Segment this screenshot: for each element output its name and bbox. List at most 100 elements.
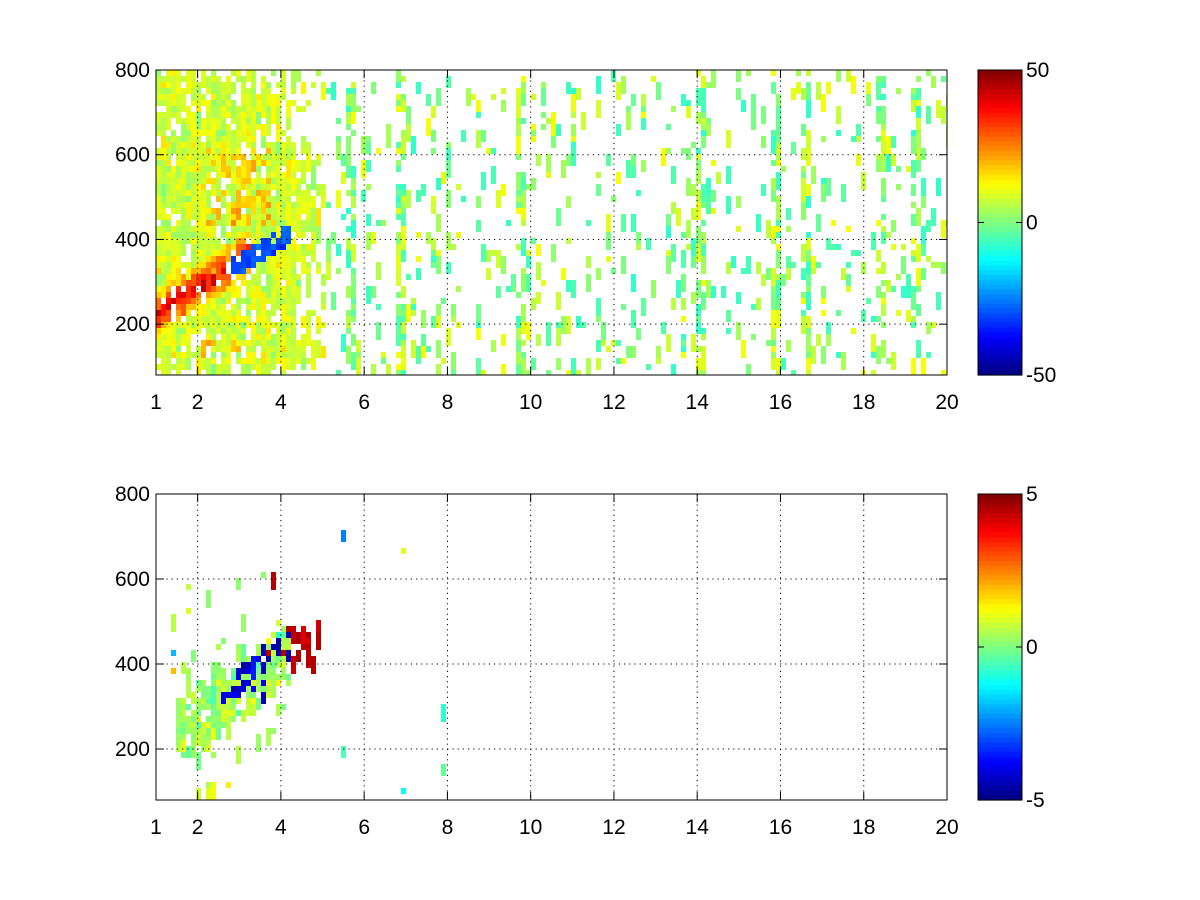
heatmap-cell — [551, 124, 556, 142]
heatmap-cell — [791, 142, 796, 154]
heatmap-cell — [301, 364, 306, 370]
heatmap-cell — [706, 196, 711, 214]
heatmap-cell — [246, 322, 251, 328]
heatmap-cell — [156, 148, 161, 154]
heatmap-cell — [161, 184, 166, 196]
heatmap-cell — [491, 94, 496, 100]
heatmap-cell — [821, 298, 826, 304]
heatmap-cell — [351, 280, 356, 298]
heatmap-cell — [531, 358, 536, 370]
heatmap-cell — [271, 244, 276, 250]
heatmap-cell — [301, 626, 306, 644]
heatmap-cell — [266, 334, 271, 340]
heatmap-cell — [776, 250, 781, 256]
heatmap-cell — [806, 370, 811, 375]
colorbar-segment — [978, 517, 1022, 524]
heatmap-cell — [161, 94, 166, 100]
heatmap-cell — [806, 82, 811, 100]
x-tick-label: 4 — [275, 816, 287, 839]
heatmap-cell — [786, 226, 791, 232]
colorbar-segment — [978, 351, 1022, 357]
heatmap-cell — [836, 352, 841, 358]
heatmap-cell — [206, 256, 211, 262]
heatmap-cell — [801, 274, 806, 280]
heatmap-cell — [881, 154, 886, 172]
heatmap-cell — [211, 274, 216, 286]
y-tick-label: 400 — [115, 228, 150, 251]
heatmap-cell — [201, 70, 206, 88]
heatmap-cell — [181, 118, 186, 124]
heatmap-cell — [326, 238, 331, 256]
heatmap-cell — [396, 352, 401, 358]
heatmap-cell — [291, 268, 296, 274]
heatmap-cell — [791, 262, 796, 268]
heatmap-cell — [671, 298, 676, 310]
heatmap-cell — [701, 370, 706, 375]
heatmap-cell — [231, 82, 236, 94]
heatmap-cell — [311, 232, 316, 250]
heatmap-cell — [231, 232, 236, 244]
heatmap-cell — [231, 130, 236, 148]
heatmap-cell — [261, 680, 266, 686]
heatmap-cell — [431, 130, 436, 142]
heatmap-cell — [281, 178, 286, 184]
heatmap-cell — [286, 256, 291, 274]
heatmap-cell — [481, 370, 486, 375]
heatmap-cell — [276, 656, 281, 662]
heatmap-cell — [301, 190, 306, 208]
heatmap-cell — [781, 358, 786, 370]
heatmap-cell — [486, 268, 491, 280]
heatmap-cell — [616, 358, 621, 364]
heatmap-cell — [351, 130, 356, 136]
colorbar-segment — [978, 685, 1022, 691]
x-tick-label: 16 — [769, 391, 792, 414]
heatmap-cell — [201, 178, 206, 184]
colorbar-segment — [978, 89, 1022, 95]
colorbar-segment — [978, 651, 1022, 658]
heatmap-cell — [291, 160, 296, 166]
colorbar-segment — [978, 771, 1022, 777]
colorbar-segment — [978, 623, 1022, 629]
heatmap-cell — [741, 100, 746, 112]
heatmap-cell — [921, 226, 926, 244]
heatmap-cell — [816, 214, 821, 232]
heatmap-cell — [191, 112, 196, 130]
x-tick-label: 2 — [192, 816, 204, 839]
colorbar-segment — [978, 513, 1022, 519]
heatmap-cell — [211, 728, 216, 740]
heatmap-cell — [171, 352, 176, 358]
heatmap-cell — [236, 238, 241, 244]
heatmap-cell — [411, 340, 416, 352]
heatmap-cell — [216, 328, 221, 334]
heatmap-cell — [191, 698, 196, 704]
heatmap-cell — [191, 214, 196, 220]
heatmap-cell — [681, 274, 686, 292]
heatmap-cell — [306, 226, 311, 232]
heatmap-cell — [756, 262, 761, 274]
heatmap-cell — [291, 626, 296, 644]
heatmap-cell — [241, 614, 246, 632]
heatmap-cell — [181, 202, 186, 208]
heatmap-cell — [251, 202, 256, 220]
heatmap-cell — [291, 202, 296, 208]
heatmap-cell — [806, 130, 811, 142]
heatmap-cell — [251, 196, 256, 202]
heatmap-cell — [696, 70, 701, 76]
heatmap-cell — [346, 136, 351, 154]
heatmap-cell — [351, 94, 356, 112]
heatmap-cell — [231, 184, 236, 196]
heatmap-cell — [296, 70, 301, 82]
heatmap-cell — [426, 118, 431, 136]
heatmap-cell — [226, 310, 231, 328]
heatmap-cell — [516, 208, 521, 214]
heatmap-cell — [176, 710, 181, 716]
heatmap-cell — [236, 274, 241, 280]
heatmap-cell — [206, 298, 211, 304]
heatmap-cell — [266, 256, 271, 262]
heatmap-cell — [691, 292, 696, 304]
heatmap-cell — [276, 304, 281, 310]
heatmap-cell — [876, 136, 881, 142]
heatmap-cell — [236, 244, 241, 256]
heatmap-cell — [346, 88, 351, 94]
